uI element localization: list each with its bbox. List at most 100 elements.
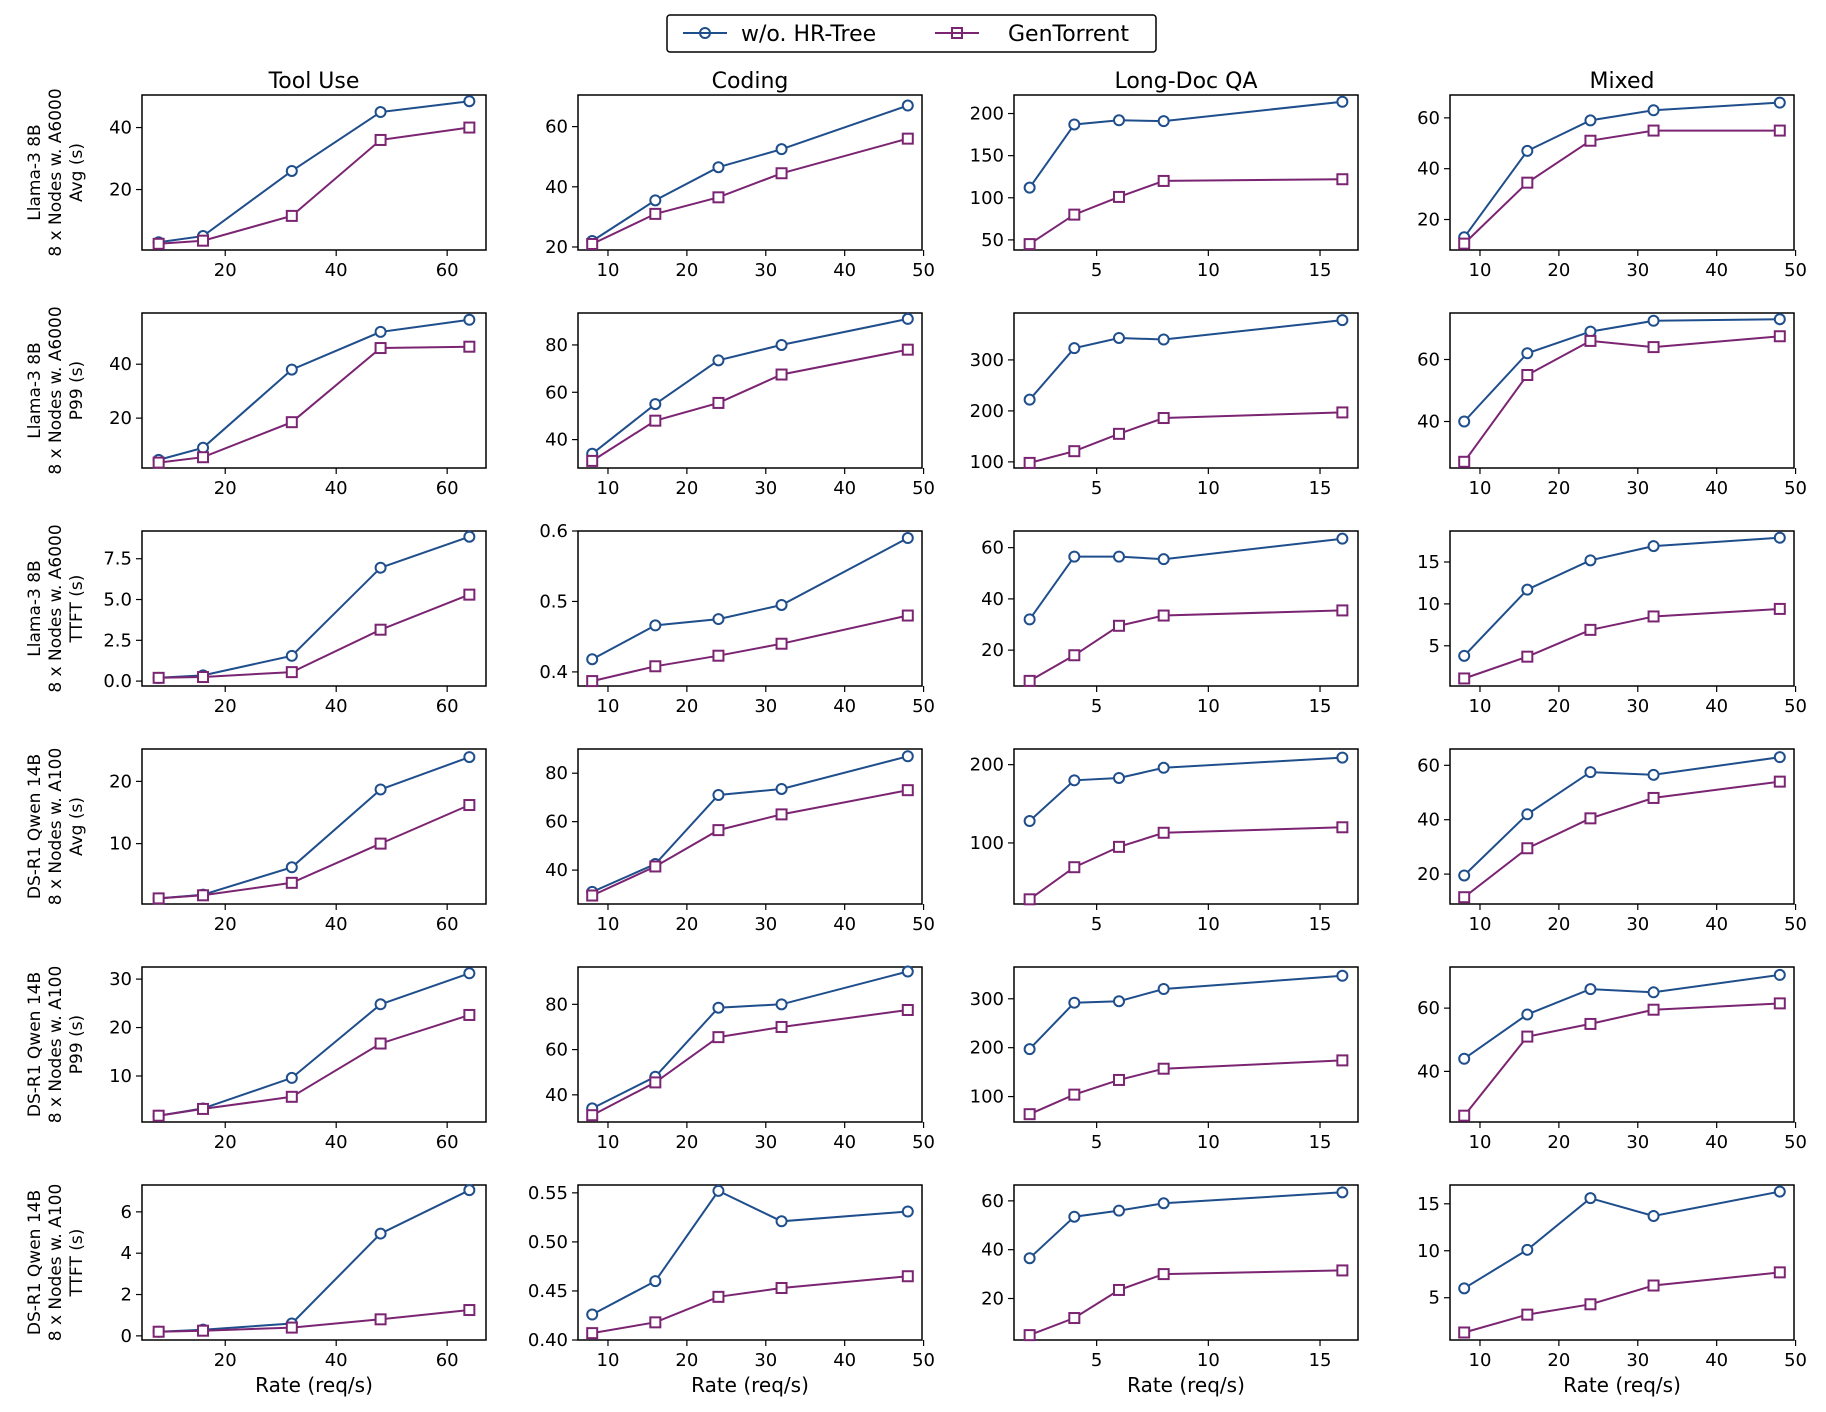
data-point-gentorrent <box>152 1325 165 1338</box>
panel-r2-c3: 5 10 15 100 200 300 <box>970 312 1359 499</box>
y-tick-label: 60 <box>545 1040 568 1061</box>
series-line-baseline <box>591 970 909 1110</box>
y-tick-label: 300 <box>970 350 1004 371</box>
data-point-baseline <box>1068 1210 1081 1223</box>
x-tick-label: 15 <box>1309 260 1332 281</box>
series-line-gentorrent <box>1463 1271 1780 1334</box>
series-line-baseline <box>591 317 909 455</box>
panel-r5-c4: 10 20 30 40 50 40 60 <box>1417 966 1807 1153</box>
data-point-gentorrent <box>586 675 599 688</box>
data-point-gentorrent <box>901 343 914 356</box>
x-tick-label: 40 <box>833 260 856 281</box>
y-tick-label: 30 <box>109 969 132 990</box>
data-point-baseline <box>1647 768 1660 781</box>
data-point-gentorrent <box>374 837 387 850</box>
series-line-gentorrent <box>158 1014 470 1117</box>
data-point-gentorrent <box>649 207 662 220</box>
panel-r5-c1: 20 40 60 10 20 30 <box>109 966 487 1153</box>
data-point-baseline <box>1584 1192 1597 1205</box>
data-point-gentorrent <box>1458 672 1471 685</box>
data-point-baseline <box>1584 554 1597 567</box>
y-tick-label: 10 <box>1417 594 1440 615</box>
row-label-line-2: 8 x Nodes w. A6000 <box>46 306 66 474</box>
data-point-baseline <box>775 338 788 351</box>
y-tick-label: 100 <box>970 1087 1004 1108</box>
data-point-gentorrent <box>1112 1073 1125 1086</box>
data-point-gentorrent <box>1068 445 1081 458</box>
legend-label-baseline: w/o. HR-Tree <box>741 22 876 47</box>
x-tick-label: 30 <box>1626 260 1649 281</box>
panel-r4-c1: 20 40 60 10 20 <box>109 748 487 935</box>
panel-r4-c2: 10 20 30 40 50 40 60 80 <box>545 748 935 935</box>
data-point-baseline <box>775 143 788 156</box>
data-point-baseline <box>1773 313 1786 326</box>
y-tick-label: 0.6 <box>539 521 568 542</box>
row-1: Llama-3 8B 8 x Nodes w. A6000 Avg (s) <box>25 88 87 256</box>
data-point-gentorrent <box>463 1008 476 1021</box>
axes-frame <box>141 312 487 469</box>
data-point-baseline <box>649 194 662 207</box>
y-tick-label: 10 <box>1417 1241 1440 1262</box>
column-title-mixed: Mixed <box>1590 69 1655 94</box>
row-5: DS-R1 Qwen 14B 8 x Nodes w. A100 P99 (s) <box>25 966 87 1124</box>
axes-frame <box>141 1184 487 1341</box>
data-point-gentorrent <box>1521 1030 1534 1043</box>
data-point-gentorrent <box>1773 775 1786 788</box>
y-tick-label: 0.45 <box>528 1281 568 1302</box>
data-point-gentorrent <box>901 1003 914 1016</box>
data-point-baseline <box>463 1184 476 1197</box>
row-label-line-2: 8 x Nodes w. A100 <box>46 748 66 906</box>
data-point-baseline <box>1521 583 1534 596</box>
data-point-gentorrent <box>285 416 298 429</box>
series-line-baseline <box>1028 974 1343 1050</box>
data-point-gentorrent <box>712 649 725 662</box>
data-point-gentorrent <box>1458 455 1471 468</box>
y-tick-label: 60 <box>545 812 568 833</box>
y-tick-label: 7.5 <box>103 549 132 570</box>
y-tick-label: 40 <box>1417 1061 1440 1082</box>
axes-frame <box>577 1184 923 1341</box>
data-point-baseline <box>1023 815 1036 828</box>
data-point-baseline <box>1157 1197 1170 1210</box>
y-tick-label: 5 <box>1429 1288 1440 1309</box>
y-tick-label: 20 <box>1417 210 1440 231</box>
x-tick-label: 20 <box>675 260 698 281</box>
data-point-baseline <box>374 1227 387 1240</box>
data-point-baseline <box>649 398 662 411</box>
panel-r6-c4: 10 20 30 40 50 5 10 15 <box>1417 1184 1807 1371</box>
data-point-baseline <box>463 967 476 980</box>
x-tick-label: 40 <box>1705 1132 1728 1153</box>
data-point-baseline <box>649 619 662 632</box>
data-point-gentorrent <box>1521 650 1534 663</box>
data-point-baseline <box>1458 1052 1471 1065</box>
x-tick-label: 10 <box>1197 1350 1220 1371</box>
data-point-baseline <box>1157 761 1170 774</box>
data-point-gentorrent <box>586 454 599 467</box>
x-tick-label: 50 <box>912 1132 935 1153</box>
series-line-gentorrent <box>591 614 909 683</box>
series-line-baseline <box>1463 101 1780 238</box>
data-point-baseline <box>1647 986 1660 999</box>
data-point-baseline <box>374 561 387 574</box>
data-point-gentorrent <box>1068 1312 1081 1325</box>
data-point-gentorrent <box>152 1109 165 1122</box>
x-tick-label: 5 <box>1091 696 1102 717</box>
data-point-baseline <box>463 530 476 543</box>
data-point-baseline <box>901 99 914 112</box>
data-point-gentorrent <box>712 1290 725 1303</box>
data-point-gentorrent <box>649 1076 662 1089</box>
data-point-baseline <box>463 313 476 326</box>
data-point-gentorrent <box>1773 124 1786 137</box>
data-point-gentorrent <box>197 889 210 902</box>
data-point-gentorrent <box>1458 891 1471 904</box>
legend-marker-gentorrent <box>951 27 963 39</box>
data-point-baseline <box>649 1275 662 1288</box>
data-point-gentorrent <box>285 1321 298 1334</box>
y-tick-label: 2 <box>121 1285 132 1306</box>
panel-r3-c2: 10 20 30 40 50 0.4 0.5 0.6 <box>539 521 935 717</box>
x-tick-label: 40 <box>833 1132 856 1153</box>
data-point-baseline <box>712 789 725 802</box>
series-line-gentorrent <box>1463 607 1780 680</box>
series-line-baseline <box>158 1189 470 1333</box>
data-point-baseline <box>1458 415 1471 428</box>
